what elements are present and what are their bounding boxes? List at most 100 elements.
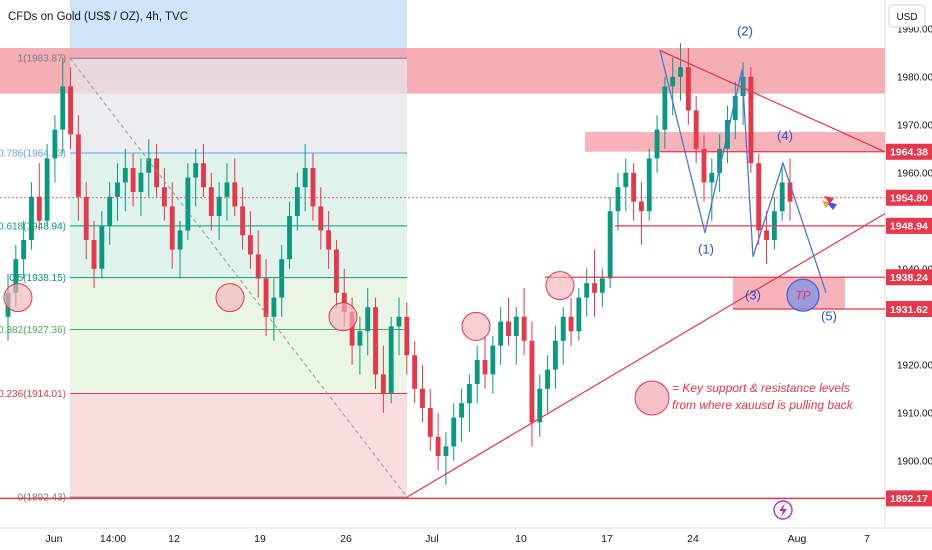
- candle: [521, 288, 527, 356]
- price-tick-label: 1980.00: [897, 72, 932, 83]
- candle-body: [521, 316, 527, 341]
- candle: [29, 182, 34, 250]
- candle: [177, 220, 183, 279]
- candle: [388, 316, 394, 404]
- candle-body: [513, 316, 519, 336]
- fib-band-0236-0: [70, 393, 407, 498]
- price-tag-label: 1938.24: [890, 272, 928, 284]
- price-tag: 1964.38: [886, 143, 932, 160]
- candle: [584, 268, 590, 317]
- candle: [779, 163, 785, 221]
- candle-body: [310, 168, 316, 207]
- key-level-circle: [461, 311, 491, 341]
- falling-trendline: [659, 49, 886, 153]
- candle: [646, 148, 652, 221]
- candle: [560, 307, 566, 365]
- candle: [638, 182, 644, 245]
- candle-body: [357, 331, 363, 346]
- candle-body: [146, 158, 152, 173]
- drawings-layer: (1) (2) (3) (4) (5) TP: [0, 24, 886, 500]
- candle-body: [208, 187, 214, 216]
- key-level-circle: [3, 283, 33, 313]
- candle: [748, 67, 754, 173]
- candle: [498, 307, 504, 365]
- candle-body: [717, 148, 723, 173]
- candle-body: [255, 254, 261, 279]
- candle-body: [60, 86, 66, 130]
- fib-band-1-0786: [70, 58, 407, 153]
- candle-body: [443, 446, 449, 456]
- candle: [678, 43, 683, 101]
- lightning-icon[interactable]: [773, 500, 793, 520]
- candle: [615, 172, 621, 231]
- candle: [232, 158, 238, 216]
- candle-body: [75, 134, 81, 197]
- fib-0382-label: 0.382(1927.36): [0, 325, 66, 336]
- candle-body: [83, 196, 89, 240]
- price-tag-label: 1964.38: [890, 147, 928, 159]
- candle-body: [201, 163, 206, 188]
- candle-body: [654, 129, 660, 159]
- price-tag-box: [886, 269, 932, 286]
- price-tag-box: [886, 143, 932, 160]
- candle: [201, 144, 206, 197]
- wave-label: (1): [698, 241, 714, 256]
- candle-body: [279, 259, 285, 298]
- candle-body: [185, 177, 191, 231]
- candle-body: [115, 182, 120, 197]
- candle: [326, 211, 332, 269]
- candle: [420, 364, 425, 423]
- candle-body: [646, 158, 652, 212]
- candle-body: [474, 360, 480, 384]
- candle: [208, 172, 214, 231]
- candle-body: [13, 259, 19, 293]
- time-tick-label: 12: [168, 533, 180, 545]
- candle: [138, 158, 144, 216]
- candle: [576, 288, 582, 341]
- fib-0786-label: 0.786(1964.13): [0, 148, 66, 159]
- candle-body: [122, 168, 128, 183]
- candle: [717, 134, 723, 192]
- candle: [459, 388, 464, 442]
- candle: [490, 336, 496, 394]
- fib-1-label: 1(1983.87): [18, 54, 66, 65]
- price-tick-label: 1970.00: [897, 120, 932, 131]
- candle: [83, 182, 89, 260]
- candle: [474, 345, 480, 404]
- candle: [91, 220, 97, 288]
- candle: [271, 278, 277, 341]
- candle-body: [224, 182, 230, 197]
- candle-body: [404, 316, 410, 356]
- candle: [552, 326, 558, 389]
- candle: [451, 403, 457, 461]
- candle-body: [607, 211, 613, 279]
- wave-label: (3): [745, 288, 761, 303]
- time-axis: Jun 14:00 12 19 26 Jul 10 17 24 Aug 7: [46, 533, 871, 545]
- candle-body: [412, 355, 418, 389]
- candle: [670, 57, 676, 116]
- currency-button[interactable]: USD: [888, 4, 926, 28]
- candle-body: [294, 187, 300, 216]
- candle-body: [545, 369, 551, 389]
- candle: [592, 249, 597, 317]
- candle-body: [154, 158, 160, 188]
- candle: [75, 115, 81, 221]
- candle: [568, 297, 574, 346]
- candle: [373, 297, 378, 389]
- candle-body: [396, 316, 402, 327]
- candle-body: [318, 206, 324, 231]
- candle: [412, 340, 418, 404]
- time-tick-label: 14:00: [100, 533, 126, 545]
- price-tag-box: [886, 301, 932, 318]
- wave-label: (4): [777, 128, 793, 143]
- price-tick-label: 1910.00: [897, 408, 932, 419]
- candle-body: [326, 230, 332, 250]
- price-tick-label: 1990.00: [897, 24, 932, 35]
- key-level-circle: [215, 283, 245, 313]
- fib-band-0786-05: [70, 152, 407, 278]
- candle: [122, 148, 128, 212]
- price-tick-label: 1960.00: [897, 168, 932, 179]
- candle: [771, 196, 777, 250]
